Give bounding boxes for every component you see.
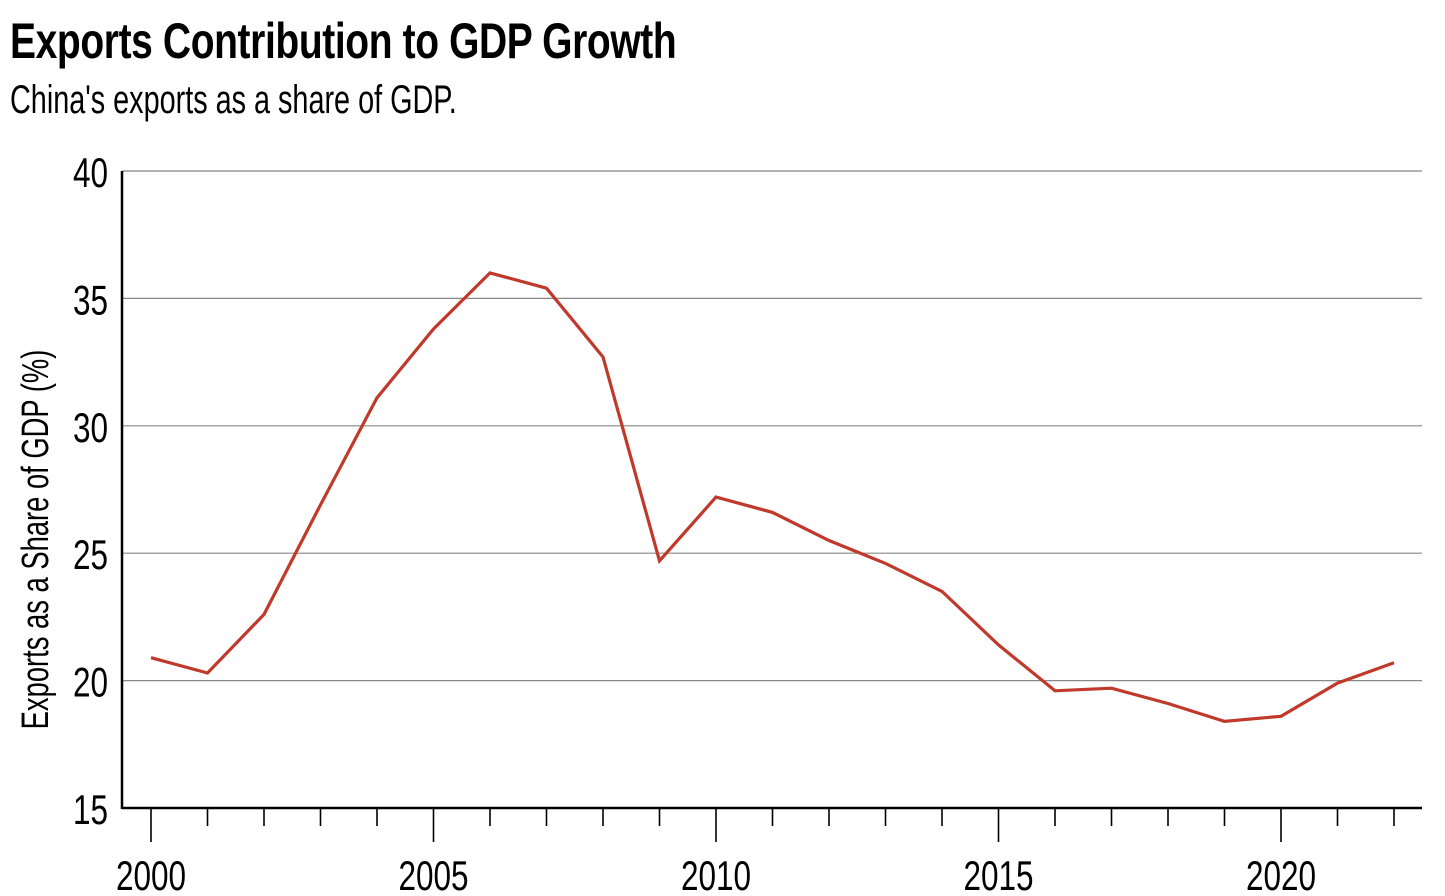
x-tick-label: 2020 xyxy=(1246,852,1316,896)
y-axis-label: Exports as a Share of GDP (%) xyxy=(15,350,57,730)
axes xyxy=(120,171,1422,810)
chart-subtitle: China's exports as a share of GDP. xyxy=(10,78,457,122)
chart-title: Exports Contribution to GDP Growth xyxy=(10,13,677,69)
x-axis-ticks: 2000 2005 2010 2015 2020 xyxy=(116,808,1395,896)
y-tick-label: 30 xyxy=(73,403,108,451)
y-tick-label: 25 xyxy=(73,531,108,579)
y-axis-ticks: 15 20 25 30 35 40 xyxy=(73,149,108,834)
x-tick-label: 2000 xyxy=(116,852,186,896)
y-tick-label: 35 xyxy=(73,276,108,324)
series-line xyxy=(150,271,1395,724)
y-tick-label: 20 xyxy=(73,658,108,706)
y-tick-label: 40 xyxy=(73,149,108,197)
gridlines xyxy=(122,170,1422,682)
y-tick-label: 15 xyxy=(73,786,108,834)
series-group xyxy=(150,271,1395,724)
x-tick-label: 2010 xyxy=(681,852,751,896)
x-tick-label: 2015 xyxy=(963,852,1033,896)
x-tick-label: 2005 xyxy=(398,852,468,896)
